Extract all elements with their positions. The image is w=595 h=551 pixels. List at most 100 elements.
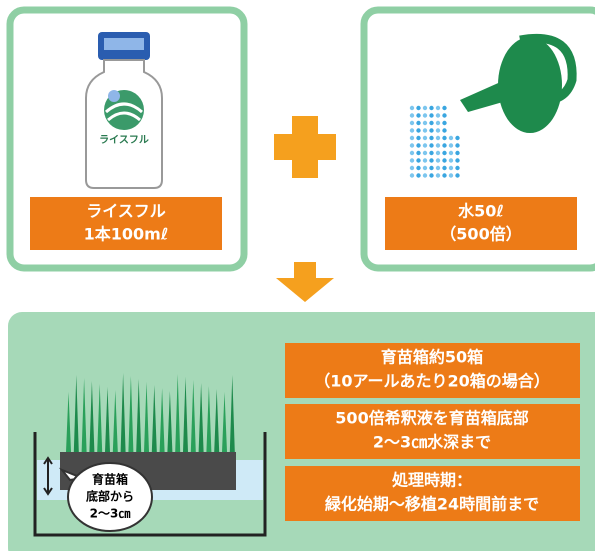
info-text: 500倍希釈液を育苗箱底部: [335, 409, 528, 428]
dot: [416, 120, 421, 126]
dot: [429, 105, 434, 111]
dot: [435, 105, 441, 111]
bubble-text: 底部から: [86, 489, 134, 504]
dot: [442, 158, 447, 163]
dot: [435, 150, 441, 156]
dot: [429, 120, 434, 126]
dot: [409, 150, 415, 156]
info-text: 緑化始期〜移植24時間前まで: [325, 495, 539, 514]
dot: [409, 113, 415, 118]
info-box: [285, 404, 580, 459]
dot: [455, 135, 460, 141]
dot: [435, 120, 441, 126]
dot: [422, 150, 428, 156]
dot: [442, 135, 447, 141]
label-text: ライスフル: [86, 202, 166, 221]
seedling: [175, 374, 181, 452]
dot: [409, 143, 415, 148]
dot: [409, 173, 415, 178]
label-text: （500倍）: [440, 225, 521, 244]
dot: [416, 113, 421, 118]
info-text: （10アールあたり20箱の場合）: [314, 372, 550, 391]
dot: [429, 173, 434, 178]
dot: [455, 143, 460, 148]
seedling: [190, 380, 196, 452]
dot: [409, 165, 415, 171]
label-box: [385, 197, 577, 250]
dot: [422, 120, 428, 126]
dot: [429, 128, 434, 133]
dot: [416, 128, 421, 133]
dot: [435, 173, 441, 178]
dot: [422, 135, 428, 141]
dot: [416, 143, 421, 148]
seedling: [183, 377, 188, 452]
watering-can: [460, 33, 577, 133]
dot: [442, 113, 447, 118]
seedling: [81, 378, 87, 452]
dot: [416, 105, 421, 111]
dot: [435, 135, 441, 141]
seedling: [120, 373, 126, 452]
dot: [455, 150, 460, 156]
down-arrow: [276, 262, 334, 302]
dot: [409, 135, 415, 141]
dot: [442, 143, 447, 148]
dot: [416, 173, 421, 178]
seedling: [128, 376, 134, 452]
seedling: [89, 381, 95, 452]
dot: [435, 158, 441, 163]
info-text: 処理時期：: [392, 471, 472, 490]
bubble: [67, 462, 153, 532]
dot: [429, 150, 434, 156]
dot: [435, 113, 441, 118]
seedling: [105, 387, 110, 452]
seedling: [198, 383, 204, 452]
seedling: [66, 392, 71, 452]
dot: [409, 120, 415, 126]
dot: [448, 150, 454, 156]
label-text: 水50ℓ: [458, 202, 504, 221]
water-dots: [409, 105, 460, 178]
seedling: [112, 390, 118, 452]
seedling: [151, 385, 157, 452]
dot: [455, 165, 460, 171]
dot: [422, 105, 428, 111]
info-box: [285, 466, 580, 521]
tray: [33, 373, 267, 537]
dot: [448, 173, 454, 178]
bottle: ライスフル: [85, 32, 163, 189]
dot: [448, 158, 454, 163]
seedling: [214, 389, 220, 452]
dot: [416, 135, 421, 141]
dot: [442, 165, 447, 171]
dot: [422, 113, 428, 118]
dot: [422, 158, 428, 163]
seedling: [167, 391, 173, 452]
info-box: [285, 343, 580, 398]
dot: [422, 143, 428, 148]
dot: [435, 143, 441, 148]
plus-sign: [274, 116, 336, 178]
seedling: [73, 375, 79, 452]
dot: [416, 158, 421, 163]
dot: [442, 150, 447, 156]
dot: [422, 165, 428, 171]
bubble-text: 育苗箱: [92, 472, 128, 487]
dot: [429, 135, 434, 141]
dot: [435, 165, 441, 171]
seedling: [136, 379, 142, 452]
dot: [455, 158, 460, 163]
dot: [429, 143, 434, 148]
dot: [409, 105, 415, 111]
dot: [422, 173, 428, 178]
label-text: 1本100mℓ: [84, 225, 169, 244]
dot: [442, 105, 447, 111]
bubble-text: 2〜3㎝: [90, 507, 131, 521]
seedling: [222, 392, 227, 452]
label-box: [30, 197, 222, 250]
dot: [448, 143, 454, 148]
info-text: 2〜3㎝水深まで: [373, 433, 491, 452]
dot: [448, 135, 454, 141]
